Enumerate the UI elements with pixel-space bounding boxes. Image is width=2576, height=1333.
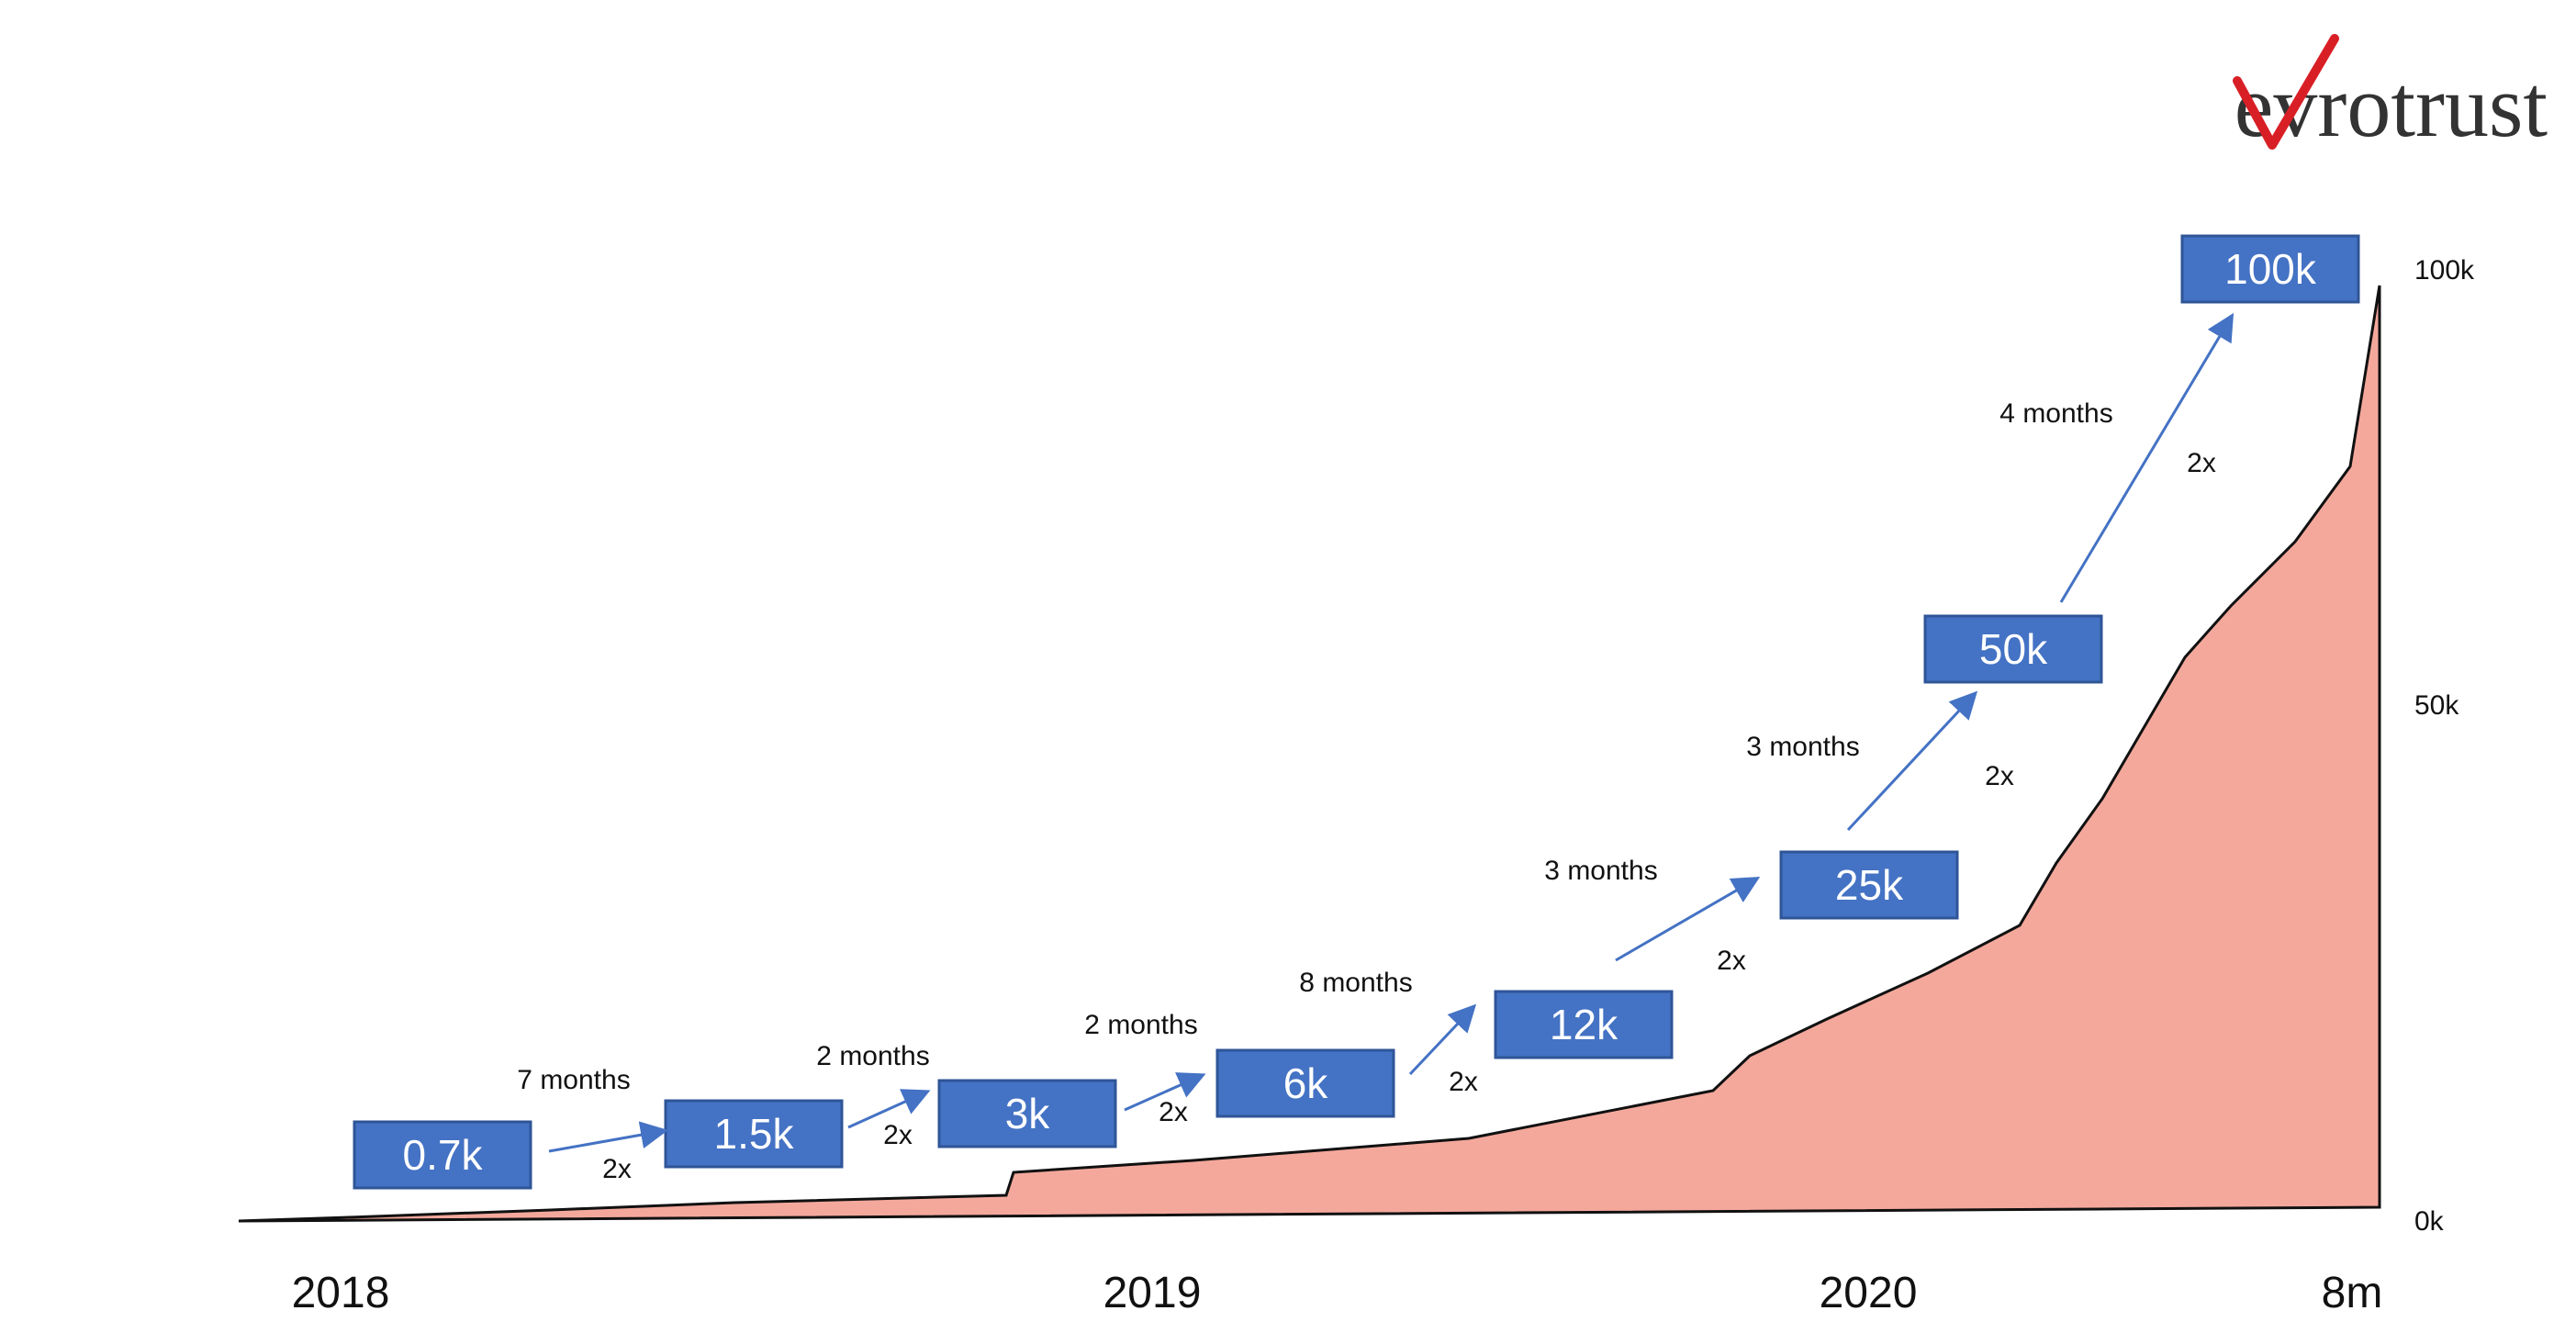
x-tick-label: 2018 bbox=[292, 1269, 390, 1317]
milestone-label: 25k bbox=[1835, 861, 1904, 909]
milestone-label: 50k bbox=[1979, 625, 2048, 673]
x-tick-label: 2020 bbox=[1820, 1269, 1918, 1317]
y-tick-label: 0k bbox=[2414, 1206, 2445, 1237]
step-duration-label: 8 months bbox=[1299, 968, 1412, 998]
step-duration-label: 2 months bbox=[1084, 1010, 1197, 1040]
evrotrust-logo: evrotrust bbox=[2233, 34, 2548, 155]
step-factor-label: 2x bbox=[883, 1120, 913, 1150]
milestone-box bbox=[664, 1099, 844, 1169]
milestone-label: 1.5k bbox=[714, 1110, 795, 1158]
step-arrow bbox=[847, 1089, 931, 1129]
step-factor-label: 2x bbox=[602, 1154, 632, 1184]
x-axis-labels: 2018 2019 2020 8m bbox=[292, 1269, 2383, 1317]
step-arrow bbox=[1846, 690, 1978, 832]
user-growth-area bbox=[238, 285, 2381, 1223]
milestone-box bbox=[1779, 850, 1959, 920]
y-tick-label: 100k bbox=[2414, 255, 2475, 286]
checkmark-icon bbox=[2233, 34, 2339, 150]
step-duration-label: 3 months bbox=[1746, 732, 1859, 762]
x-tick-label: 8m bbox=[2322, 1269, 2383, 1317]
step-arrow bbox=[548, 1121, 668, 1153]
step-factor-label: 2x bbox=[2187, 448, 2216, 478]
growth-steps: 7 months 2x 2 months 2x 2 months 2x 8 months 2x… bbox=[517, 312, 2234, 1184]
step-duration-label: 7 months bbox=[517, 1065, 630, 1095]
milestone-label: 0.7k bbox=[403, 1131, 484, 1179]
step-arrow bbox=[1615, 876, 1761, 962]
step-factor-label: 2x bbox=[1985, 761, 2014, 791]
milestone-label: 3k bbox=[1005, 1090, 1051, 1137]
milestone-box bbox=[937, 1079, 1117, 1148]
step-duration-label: 2 months bbox=[816, 1041, 929, 1071]
step-duration-label: 3 months bbox=[1544, 856, 1657, 886]
milestone-label: 100k bbox=[2224, 245, 2317, 293]
milestone-boxes: 0.7k 1.5k 3k 6k 12k 25k 50k 100k bbox=[353, 234, 2360, 1190]
step-arrow bbox=[2059, 312, 2234, 603]
step-factor-label: 2x bbox=[1717, 946, 1746, 976]
milestone-box bbox=[1215, 1048, 1395, 1118]
step-duration-label: 4 months bbox=[1999, 398, 2112, 429]
milestone-label: 12k bbox=[1550, 1001, 1618, 1048]
x-tick-label: 2019 bbox=[1103, 1269, 1202, 1317]
milestone-label: 6k bbox=[1283, 1059, 1329, 1107]
y-axis-labels: 100k 50k 0k bbox=[2414, 255, 2475, 1237]
milestone-box bbox=[2180, 234, 2360, 304]
y-tick-label: 50k bbox=[2414, 690, 2459, 721]
milestone-box bbox=[1923, 614, 2103, 684]
step-arrow bbox=[1124, 1072, 1206, 1112]
logo-wordmark: evrotrust bbox=[2234, 57, 2548, 155]
milestone-box bbox=[1494, 990, 1674, 1059]
step-factor-label: 2x bbox=[1159, 1097, 1188, 1127]
step-arrow bbox=[1408, 1003, 1477, 1076]
step-factor-label: 2x bbox=[1449, 1067, 1478, 1097]
milestone-box bbox=[353, 1120, 532, 1190]
